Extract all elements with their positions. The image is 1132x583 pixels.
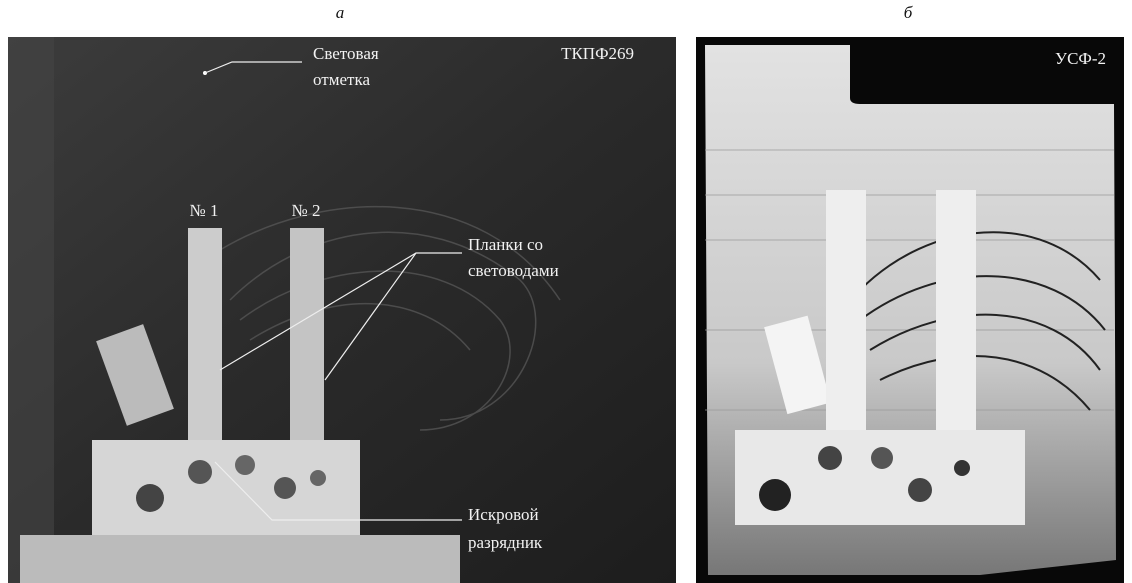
camera-label: УСФ-2: [1055, 49, 1106, 68]
annotation: Световая: [313, 44, 379, 63]
panel-label: а: [336, 3, 345, 22]
annotation: Искровой: [468, 505, 539, 524]
figure: а Световая отметка ТКПФ269 № 1 № 2: [0, 0, 1132, 583]
camera-label: ТКПФ269: [561, 44, 634, 63]
slat-label: № 2: [292, 201, 321, 220]
slat-label: № 1: [190, 201, 219, 220]
panel-label: б: [904, 3, 913, 22]
photo-edge: [8, 37, 54, 583]
annotation: Планки со: [468, 235, 543, 254]
panel-b: б УСФ-2: [696, 3, 1124, 583]
annotation: отметка: [313, 70, 370, 89]
panel-a: а Световая отметка ТКПФ269 № 1 № 2: [8, 3, 676, 583]
page: а Световая отметка ТКПФ269 № 1 № 2: [0, 0, 1132, 583]
annotation: световодами: [468, 261, 559, 280]
annotation: разрядник: [468, 533, 543, 552]
